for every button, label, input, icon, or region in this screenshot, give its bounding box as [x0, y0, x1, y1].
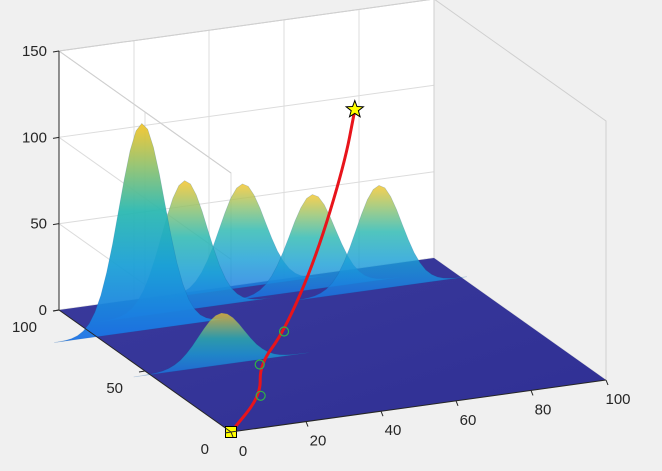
x-tick-label: 40: [385, 422, 402, 439]
surface-plot: [54, 122, 606, 432]
z-tick-label: 150: [22, 43, 47, 60]
end-marker: [344, 99, 365, 118]
surface-peaks: [54, 122, 467, 378]
x-tick-mark: [305, 421, 309, 427]
z-tick-label: 0: [39, 302, 47, 319]
surface-peak: [291, 185, 467, 302]
y-tick-label: 100: [12, 319, 37, 336]
y-tick-mark: [138, 370, 146, 373]
waypoint-marker: [278, 326, 290, 337]
waypoint-marker: [254, 359, 265, 370]
z-tick-mark: [52, 223, 60, 226]
y-tick-mark: [224, 431, 232, 434]
x-tick-mark: [530, 390, 534, 396]
x-tick-label: 20: [310, 433, 327, 450]
x-tick-mark: [605, 379, 609, 386]
surface-peak: [133, 312, 310, 378]
box-edge-right: [434, 0, 607, 380]
x-tick-mark: [455, 400, 459, 406]
waypoint-marker: [255, 390, 266, 401]
x-tick-label: 0: [239, 443, 247, 460]
surface-peak: [54, 122, 230, 343]
x-tick-label: 80: [535, 401, 552, 418]
waypoints: [254, 326, 290, 401]
z-tick-mark: [52, 309, 60, 312]
x-tick-label: 60: [460, 412, 477, 429]
box-edge-top: [57, 0, 435, 258]
z-tick-mark: [52, 136, 60, 139]
z-tick-label: 50: [30, 216, 47, 233]
y-tick-label: 0: [201, 441, 209, 458]
x-tick-label: 100: [605, 391, 630, 408]
y-tick-label: 50: [106, 380, 123, 397]
trajectory-line: [229, 108, 357, 434]
z-tick-mark: [52, 50, 60, 53]
x-tick-mark: [380, 411, 384, 417]
x-tick-mark: [230, 431, 234, 438]
z-tick-label: 100: [22, 129, 47, 146]
